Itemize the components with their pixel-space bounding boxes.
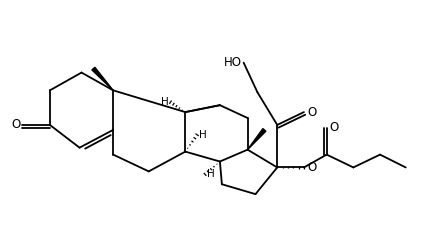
Text: O: O (307, 106, 316, 119)
Text: H: H (161, 97, 168, 107)
Text: H: H (207, 169, 215, 179)
Text: HO: HO (223, 56, 242, 69)
Polygon shape (92, 67, 113, 90)
Text: O: O (307, 161, 316, 174)
Polygon shape (248, 129, 266, 150)
Text: H: H (199, 130, 207, 140)
Text: O: O (329, 121, 339, 134)
Text: O: O (11, 119, 20, 132)
